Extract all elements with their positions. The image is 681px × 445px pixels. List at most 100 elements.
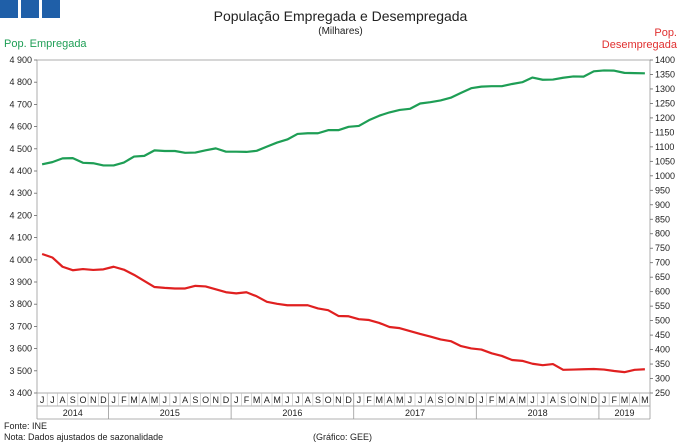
month-label: F: [366, 395, 372, 405]
left-tick-label: 3 400: [9, 388, 32, 398]
right-tick-label: 800: [655, 229, 670, 239]
left-tick-label: 3 500: [9, 366, 32, 376]
right-axis-title-line2: Desempregada: [601, 39, 677, 51]
month-label: M: [273, 395, 281, 405]
right-tick-label: 1250: [655, 98, 675, 108]
month-label: S: [560, 395, 566, 405]
right-tick-label: 650: [655, 272, 670, 282]
month-label: A: [305, 395, 311, 405]
month-label: O: [202, 395, 209, 405]
plot-frame: [36, 59, 651, 394]
right-tick-label: 250: [655, 388, 670, 398]
left-tick-label: 4 000: [9, 255, 32, 265]
left-tick-label: 3 700: [9, 321, 32, 331]
right-tick-label: 400: [655, 345, 670, 355]
chart-title: População Empregada e Desempregada: [213, 8, 468, 24]
month-label: M: [130, 395, 138, 405]
month-label: M: [621, 395, 629, 405]
month-label: S: [70, 395, 76, 405]
month-label: N: [580, 395, 587, 405]
right-tick-label: 850: [655, 214, 670, 224]
month-label: J: [479, 395, 484, 405]
month-label: O: [570, 395, 577, 405]
month-label: S: [192, 395, 198, 405]
month-label: A: [182, 395, 188, 405]
right-tick-label: 1150: [655, 127, 674, 137]
month-label: D: [100, 395, 107, 405]
left-tick-label: 4 200: [9, 210, 32, 220]
right-tick-label: 1000: [655, 171, 675, 181]
month-label: J: [418, 395, 423, 405]
month-label: O: [325, 395, 332, 405]
month-label: F: [121, 395, 127, 405]
header-logo-square-2: [21, 0, 39, 18]
month-label: N: [458, 395, 465, 405]
month-label: F: [611, 395, 617, 405]
footer-source: Fonte: INE: [4, 421, 48, 431]
left-tick-label: 3 800: [9, 299, 32, 309]
month-label: D: [468, 395, 475, 405]
month-label: J: [50, 395, 55, 405]
month-label: F: [489, 395, 495, 405]
month-label: A: [509, 395, 515, 405]
month-label: J: [540, 395, 545, 405]
footer-credit: (Gráfico: GEE): [313, 432, 373, 442]
left-tick-label: 4 300: [9, 188, 32, 198]
month-label: J: [234, 395, 239, 405]
month-label: M: [498, 395, 506, 405]
month-label: J: [111, 395, 116, 405]
header-logo-square-3: [42, 0, 60, 18]
year-label: 2018: [528, 408, 548, 418]
month-label: D: [223, 395, 230, 405]
year-label: 2014: [63, 408, 83, 418]
right-tick-label: 1400: [655, 55, 675, 65]
month-label: N: [335, 395, 342, 405]
month-label: J: [408, 395, 413, 405]
left-tick-label: 3 900: [9, 277, 32, 287]
month-label: A: [141, 395, 147, 405]
month-label: N: [213, 395, 220, 405]
left-tick-label: 3 600: [9, 344, 32, 354]
year-label: 2017: [405, 408, 425, 418]
footer-note: Nota: Dados ajustados de sazonalidade: [4, 432, 164, 442]
month-label: D: [591, 395, 598, 405]
month-label: M: [151, 395, 159, 405]
chart-subtitle: (Milhares): [318, 26, 363, 37]
month-label: F: [244, 395, 250, 405]
right-tick-label: 750: [655, 243, 670, 253]
month-label: S: [315, 395, 321, 405]
left-axis-title: Pop. Empregada: [4, 38, 87, 50]
month-label: J: [285, 395, 290, 405]
month-label: J: [602, 395, 607, 405]
series-line-empregada: [41, 69, 645, 167]
left-tick-label: 4 900: [9, 55, 32, 65]
right-tick-label: 600: [655, 287, 670, 297]
right-tick-label: 500: [655, 316, 670, 326]
month-label: D: [345, 395, 352, 405]
right-tick-label: 1350: [655, 69, 675, 79]
month-label: M: [396, 395, 404, 405]
right-tick-label: 1200: [655, 113, 675, 123]
year-label: 2016: [282, 408, 302, 418]
series-line-desempregada: [41, 252, 645, 374]
left-tick-label: 4 700: [9, 99, 32, 109]
month-label: A: [386, 395, 392, 405]
right-tick-label: 350: [655, 359, 670, 369]
month-label: O: [447, 395, 454, 405]
left-tick-label: 4 400: [9, 166, 32, 176]
year-label: 2015: [160, 408, 180, 418]
month-label: J: [530, 395, 535, 405]
right-tick-label: 300: [655, 374, 670, 384]
month-label: J: [40, 395, 45, 405]
right-tick-label: 1100: [655, 142, 674, 152]
month-label: A: [60, 395, 66, 405]
month-label: M: [519, 395, 527, 405]
year-label: 2019: [614, 408, 634, 418]
left-tick-label: 4 500: [9, 144, 32, 154]
left-tick-label: 4 800: [9, 77, 32, 87]
header-logo-square-1: [0, 0, 18, 18]
month-label: S: [438, 395, 444, 405]
month-label: J: [357, 395, 362, 405]
month-label: J: [162, 395, 167, 405]
month-label: M: [376, 395, 384, 405]
